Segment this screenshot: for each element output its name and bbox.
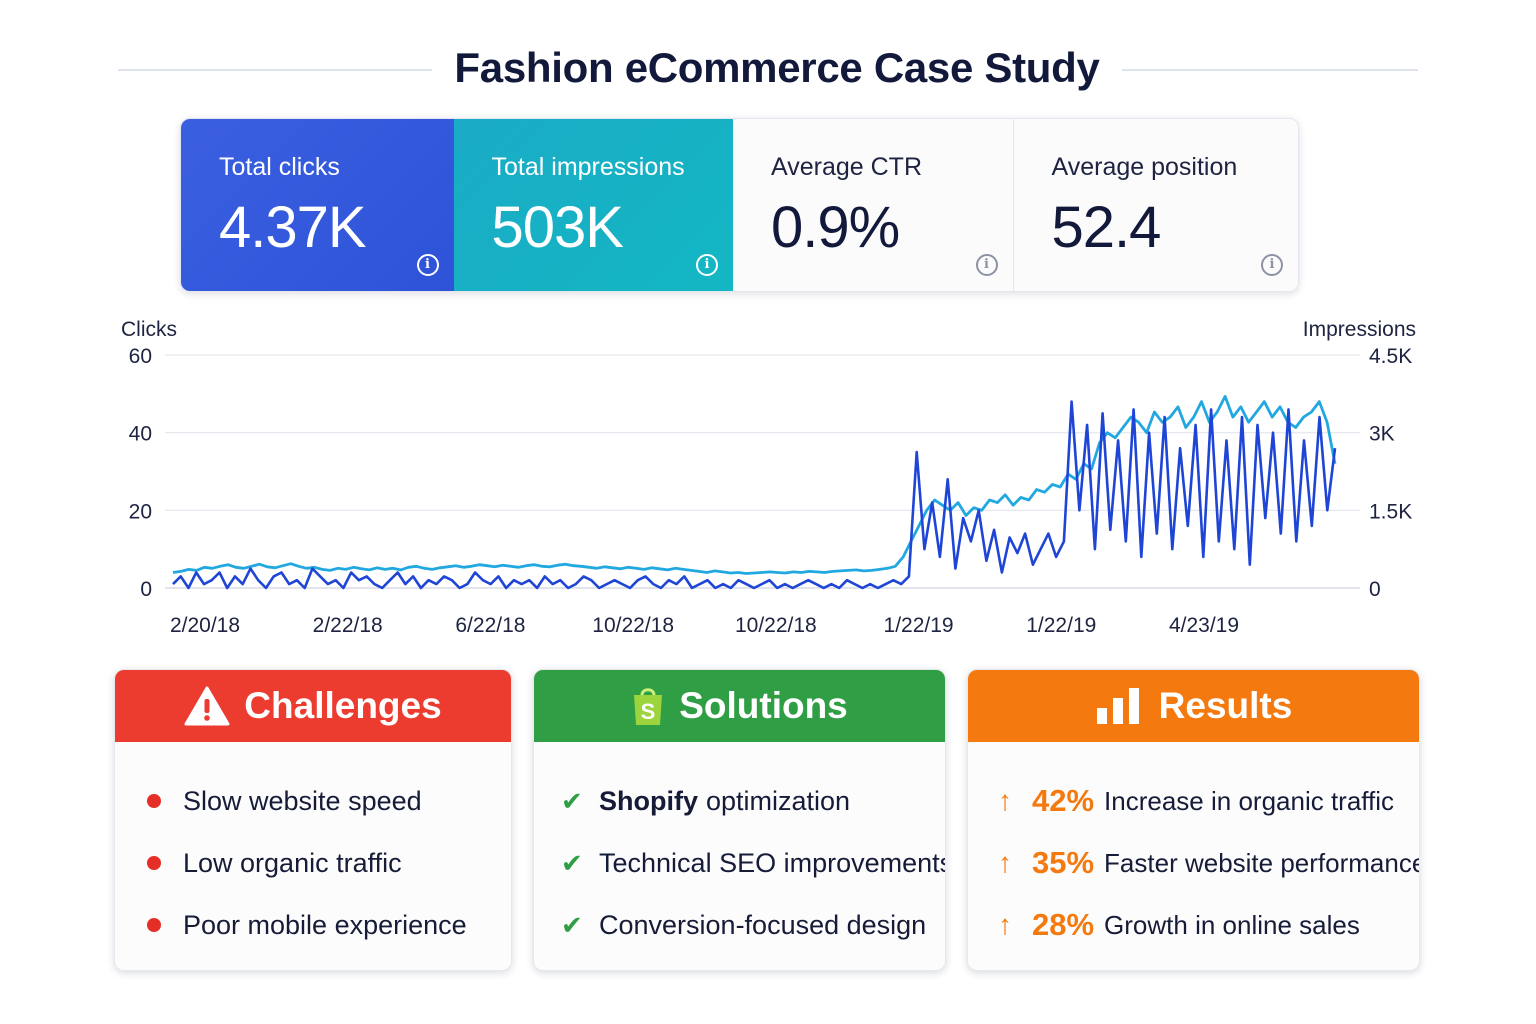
challenge-text: Poor mobile experience: [183, 909, 467, 940]
kpi-label: Average CTR: [771, 153, 923, 181]
x-tick-label: 1/22/19: [884, 614, 954, 637]
list-item: ✔ Shopify optimization: [534, 770, 945, 832]
results-card: Results ↑ 42% Increase in organic traffic …: [967, 669, 1420, 971]
title-divider-right: [1122, 69, 1418, 71]
check-icon: ✔: [561, 909, 583, 940]
x-tick-label: 4/23/19: [1169, 614, 1239, 637]
check-icon: ✔: [561, 785, 583, 816]
bullet-dot-icon: [147, 918, 161, 932]
arrow-up-icon: ↑: [998, 785, 1012, 816]
y-tick-left-label: 20: [129, 500, 152, 523]
result-percent: 35%: [1032, 845, 1095, 880]
info-icon[interactable]: i: [975, 254, 998, 276]
challenge-text: Low organic traffic: [183, 847, 402, 878]
arrow-up-icon: ↑: [998, 909, 1012, 940]
kpi-row: Total clicks 4.37K i Total impressions 5…: [180, 118, 1299, 292]
arrow-up-icon: ↑: [998, 847, 1012, 878]
list-item: Low organic traffic: [115, 832, 511, 894]
x-tick-label: 10/22/18: [592, 614, 674, 637]
kpi-average-position[interactable]: Average position 52.4 i: [1013, 119, 1298, 291]
solution-text: Technical SEO improvements: [599, 847, 946, 878]
challenges-title: Challenges: [244, 685, 442, 726]
list-item: Poor mobile experience: [115, 894, 511, 956]
result-text: Increase in organic traffic: [1104, 785, 1395, 816]
series-lines: [172, 395, 1337, 590]
results-list: ↑ 42% Increase in organic traffic ↑ 35% Fast…: [968, 742, 1419, 956]
y-tick-right-label: 0: [1369, 578, 1381, 601]
chart-svg: Clicks Impressions 60 40 20 0 4.5K 3K 1.5K 0 2…: [121, 318, 1416, 637]
challenges-list: Slow website speed Low organic traffic P…: [115, 742, 511, 956]
right-axis-title: Impressions: [1303, 318, 1416, 341]
list-item: ↑ 28% Growth in online sales: [968, 894, 1419, 956]
kpi-total-impressions[interactable]: Total impressions 503K i: [453, 119, 734, 291]
warning-icon: [184, 686, 230, 726]
challenge-text: Slow website speed: [183, 785, 422, 816]
kpi-label: Average position: [1051, 153, 1238, 181]
kpi-value: 503K: [491, 195, 624, 260]
check-icon: ✔: [561, 847, 583, 878]
x-ticks: 2/20/18 2/22/18 6/22/18 10/22/18 10/22/18 1/2…: [170, 614, 1239, 637]
y-tick-left-label: 40: [129, 423, 152, 446]
y-tick-right-label: 3K: [1369, 423, 1395, 446]
list-item: ✔ Conversion-focused design: [534, 894, 945, 956]
series-line-impressions: [172, 395, 1337, 575]
solution-text: Conversion-focused design: [599, 909, 927, 940]
x-tick-label: 2/22/18: [313, 614, 383, 637]
left-axis-title: Clicks: [121, 318, 177, 341]
result-percent: 28%: [1032, 907, 1095, 942]
solution-bold: Shopify: [599, 785, 698, 816]
challenges-header: Challenges: [115, 670, 511, 742]
list-item: ↑ 35% Faster website performance: [968, 832, 1419, 894]
info-icon[interactable]: i: [416, 254, 439, 276]
solution-text: optimization: [706, 785, 851, 816]
y-ticks-right: 4.5K 3K 1.5K 0: [1369, 345, 1412, 601]
kpi-value: 52.4: [1051, 195, 1162, 260]
title-row: Fashion eCommerce Case Study: [118, 40, 1418, 100]
solutions-list: ✔ Shopify optimization ✔ Technical SEO impr…: [534, 742, 945, 956]
bullet-dot-icon: [147, 794, 161, 808]
list-item: Slow website speed: [115, 770, 511, 832]
results-title: Results: [1158, 685, 1293, 726]
x-tick-label: 6/22/18: [455, 614, 525, 637]
y-tick-left-label: 60: [129, 345, 152, 368]
kpi-total-clicks[interactable]: Total clicks 4.37K i: [181, 119, 454, 291]
y-tick-left-label: 0: [140, 578, 152, 601]
x-tick-label: 10/22/18: [735, 614, 817, 637]
kpi-average-ctr[interactable]: Average CTR 0.9% i: [733, 119, 1014, 291]
results-header: Results: [968, 670, 1419, 742]
y-tick-right-label: 4.5K: [1369, 345, 1412, 368]
y-tick-right-label: 1.5K: [1369, 500, 1412, 523]
performance-chart: Clicks Impressions 60 40 20 0 4.5K 3K 1.5K 0 2…: [0, 300, 1536, 660]
solutions-header: S Solutions: [534, 670, 945, 742]
series-line-clicks: [172, 400, 1337, 590]
bar-chart-icon: [1096, 688, 1139, 724]
solutions-title: Solutions: [679, 685, 848, 726]
list-item: ↑ 42% Increase in organic traffic: [968, 770, 1419, 832]
bullet-dot-icon: [147, 856, 161, 870]
kpi-label: Total impressions: [491, 153, 685, 181]
result-percent: 42%: [1032, 783, 1095, 818]
grid-lines: [165, 354, 1360, 589]
x-tick-label: 1/22/19: [1026, 614, 1096, 637]
list-item: ✔ Technical SEO improvements: [534, 832, 945, 894]
solutions-card: S Solutions ✔ Shopify optimization ✔ Techni…: [533, 669, 946, 971]
shopify-bag-icon: S: [634, 688, 663, 725]
kpi-label: Total clicks: [219, 153, 340, 181]
info-icon[interactable]: i: [696, 254, 719, 276]
challenges-card: Challenges Slow website speed Low organi…: [114, 669, 512, 971]
kpi-value: 4.37K: [219, 195, 367, 260]
result-text: Faster website performance: [1104, 847, 1420, 878]
x-tick-label: 2/20/18: [170, 614, 240, 637]
page-title: Fashion eCommerce Case Study: [454, 44, 1100, 91]
y-ticks-left: 60 40 20 0: [129, 345, 152, 601]
result-text: Growth in online sales: [1104, 909, 1360, 940]
svg-text:S: S: [641, 699, 656, 724]
title-divider-left: [118, 69, 432, 71]
info-icon[interactable]: i: [1261, 254, 1283, 276]
kpi-value: 0.9%: [771, 195, 900, 260]
